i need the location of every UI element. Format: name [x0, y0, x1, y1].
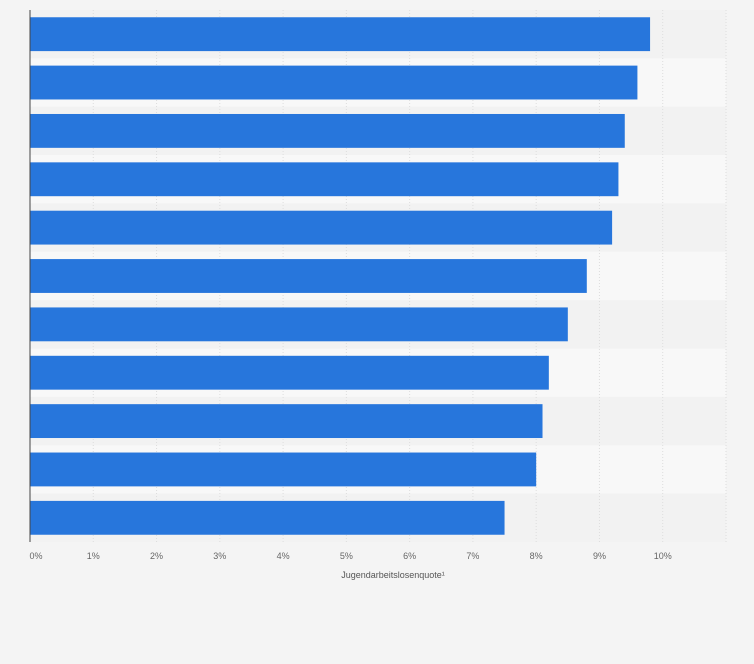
bar: [30, 452, 537, 487]
x-tick-label: 0%: [29, 551, 42, 561]
bar: [30, 307, 568, 342]
x-tick-label: 2%: [150, 551, 163, 561]
x-tick-label: 7%: [466, 551, 479, 561]
bar: [30, 259, 587, 293]
x-tick-label: 3%: [213, 551, 226, 561]
x-axis-label: Jugendarbeitslosenquote¹: [341, 570, 445, 580]
bars: [30, 17, 651, 535]
x-tick-label: 4%: [277, 551, 290, 561]
bar: [30, 404, 543, 439]
x-tick-label: 5%: [340, 551, 353, 561]
x-tick-label: 10%: [654, 551, 672, 561]
bar: [30, 65, 638, 100]
x-tick-labels: 0% 1% 2% 3% 4% 5% 6% 7% 8% 9% 10%: [29, 551, 671, 561]
bar: [30, 500, 505, 535]
bar: [30, 162, 619, 197]
bar: [30, 113, 625, 148]
bar: [30, 355, 549, 390]
bar: [30, 17, 651, 52]
bar: [30, 210, 613, 245]
x-tick-label: 8%: [530, 551, 543, 561]
x-tick-label: 1%: [87, 551, 100, 561]
x-tick-label: 9%: [593, 551, 606, 561]
x-tick-label: 6%: [403, 551, 416, 561]
